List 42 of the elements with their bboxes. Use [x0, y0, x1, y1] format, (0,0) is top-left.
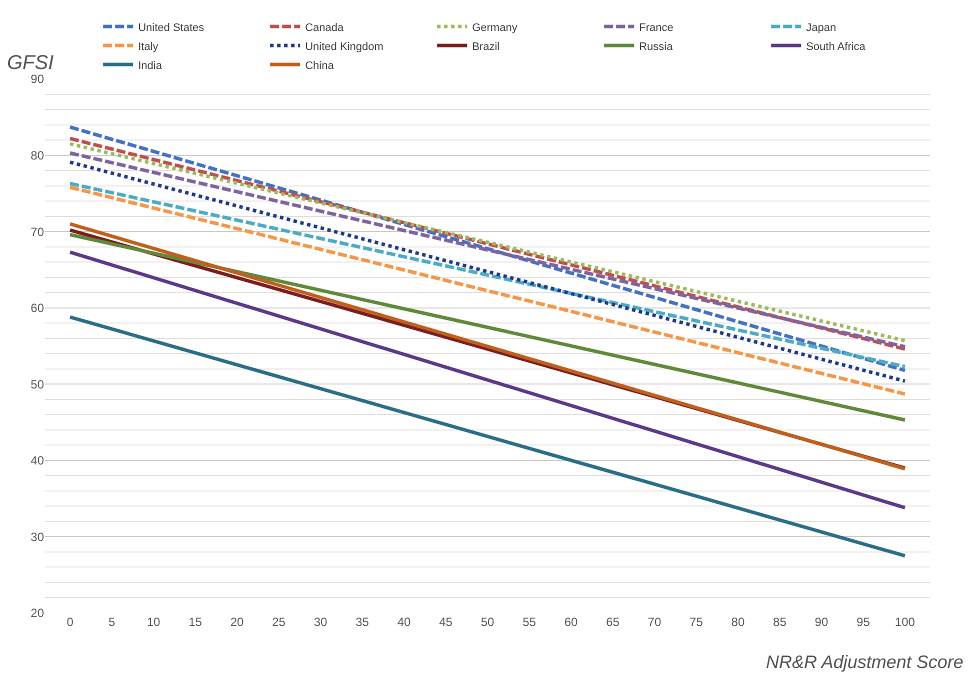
x-tick-label: 70 [648, 615, 662, 629]
legend-label: China [305, 60, 335, 72]
legend-label: Japan [806, 22, 836, 34]
x-tick-label: 75 [690, 615, 704, 629]
x-tick-label: 30 [314, 615, 328, 629]
x-tick-label: 25 [272, 615, 286, 629]
legend-label: South Africa [806, 40, 866, 53]
y-tick-label: 40 [30, 454, 44, 468]
y-tick-label: 50 [30, 377, 44, 392]
x-tick-label: 50 [480, 615, 494, 629]
legend-label: Germany [472, 22, 518, 34]
x-tick-label: 45 [439, 615, 453, 629]
x-tick-label: 80 [731, 615, 745, 629]
y-tick-label: 90 [30, 72, 44, 86]
x-axis-title: NR&R Adjustment Score [766, 652, 964, 672]
x-tick-label: 95 [856, 615, 870, 629]
legend-label: Russia [639, 40, 674, 53]
y-tick-label: 80 [30, 148, 44, 162]
legend-label: United Kingdom [305, 40, 384, 53]
legend-label: Canada [305, 22, 345, 34]
y-axis-title: GFSI [7, 52, 54, 74]
y-tick-label: 70 [30, 224, 44, 239]
legend-label: India [138, 60, 163, 72]
x-tick-label: 55 [522, 615, 536, 629]
x-tick-label: 15 [188, 615, 202, 629]
x-tick-label: 85 [773, 615, 787, 629]
x-tick-label: 35 [356, 615, 370, 629]
y-tick-label: 30 [30, 530, 44, 544]
x-tick-label: 100 [894, 615, 916, 629]
x-tick-label: 0 [66, 615, 74, 629]
x-tick-label: 10 [146, 615, 161, 629]
legend-label: Brazil [472, 40, 500, 53]
x-tick-label: 60 [564, 615, 578, 629]
x-tick-label: 20 [230, 615, 244, 629]
x-tick-label: 90 [814, 615, 828, 629]
x-tick-label: 5 [108, 615, 116, 629]
x-tick-label: 40 [397, 615, 412, 629]
x-tick-label: 65 [606, 615, 620, 629]
legend-label: United States [138, 22, 205, 34]
y-tick-label: 60 [30, 301, 44, 316]
legend-label: Italy [138, 40, 159, 53]
legend-label: France [639, 22, 674, 34]
